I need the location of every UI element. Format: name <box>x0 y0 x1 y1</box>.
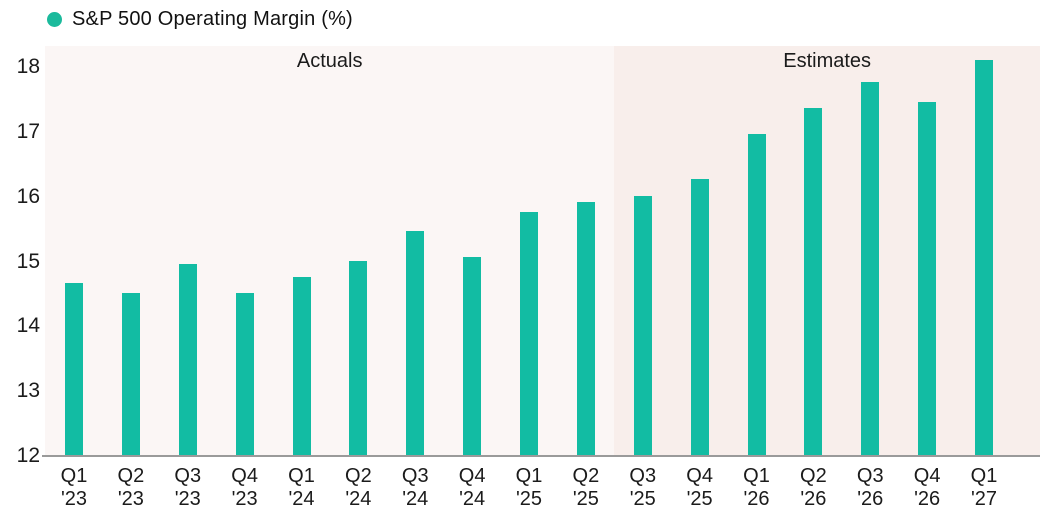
bar-Q425 <box>690 179 709 455</box>
x-axis-label: Q3 '25 <box>629 465 657 510</box>
x-axis-label: Q3 '26 <box>856 465 884 510</box>
bar-Q126 <box>747 134 766 455</box>
x-axis-label: Q1 '25 <box>515 465 543 510</box>
x-axis-label: Q4 '23 <box>231 465 258 510</box>
bar-Q326 <box>861 82 880 455</box>
x-axis-label: Q1 '26 <box>743 465 770 510</box>
region-actuals: Actuals <box>45 46 615 455</box>
y-axis-tick-label: 15 <box>16 249 40 273</box>
y-axis-tick-label: 17 <box>16 119 40 143</box>
region-estimates: Estimates <box>614 46 1040 455</box>
x-axis-label: Q2 '25 <box>572 465 600 510</box>
x-axis-label: Q1 '24 <box>288 465 315 510</box>
x-axis-label: Q4 '26 <box>913 465 941 510</box>
region-label: Actuals <box>296 50 363 72</box>
legend-label: S&P 500 Operating Margin (%) <box>72 8 353 30</box>
x-axis-label: Q1 '23 <box>60 465 88 510</box>
bar-Q124 <box>292 276 311 455</box>
x-axis-label: Q2 '24 <box>345 465 372 510</box>
y-axis-tick-label: 12 <box>16 444 40 467</box>
y-axis-tick-label: 13 <box>16 379 40 403</box>
bar-Q324 <box>406 231 425 455</box>
bar-Q423 <box>235 292 254 455</box>
bar-Q127 <box>975 59 993 455</box>
x-axis-label: Q1 '27 <box>970 465 998 510</box>
y-axis-tick-label: 18 <box>16 55 40 78</box>
region-label: Estimates <box>783 50 872 72</box>
y-axis-tick-label: 14 <box>16 314 40 338</box>
x-axis-label: Q4 '25 <box>686 465 713 510</box>
x-axis-label: Q3 '24 <box>401 465 429 510</box>
x-axis-label: Q2 '23 <box>117 465 145 510</box>
x-axis-label: Q4 '24 <box>458 465 486 510</box>
bar-Q323 <box>178 263 197 455</box>
bar-Q426 <box>918 101 937 455</box>
x-axis-label: Q2 '26 <box>800 465 827 510</box>
x-axis-label: Q3 '23 <box>174 465 202 510</box>
bar-Q424 <box>463 257 482 455</box>
bar-Q224 <box>349 260 368 455</box>
bar-Q226 <box>804 108 823 455</box>
bar-Q325 <box>633 195 652 455</box>
bar-Q225 <box>576 202 595 455</box>
x-axis-line <box>42 455 1040 457</box>
legend: S&P 500 Operating Margin (%) <box>47 8 353 31</box>
y-axis-tick-label: 16 <box>16 184 40 208</box>
legend-marker-dot-icon <box>47 12 62 27</box>
bar-Q125 <box>520 211 538 455</box>
bar-Q223 <box>121 292 140 455</box>
bar-Q123 <box>65 283 83 455</box>
